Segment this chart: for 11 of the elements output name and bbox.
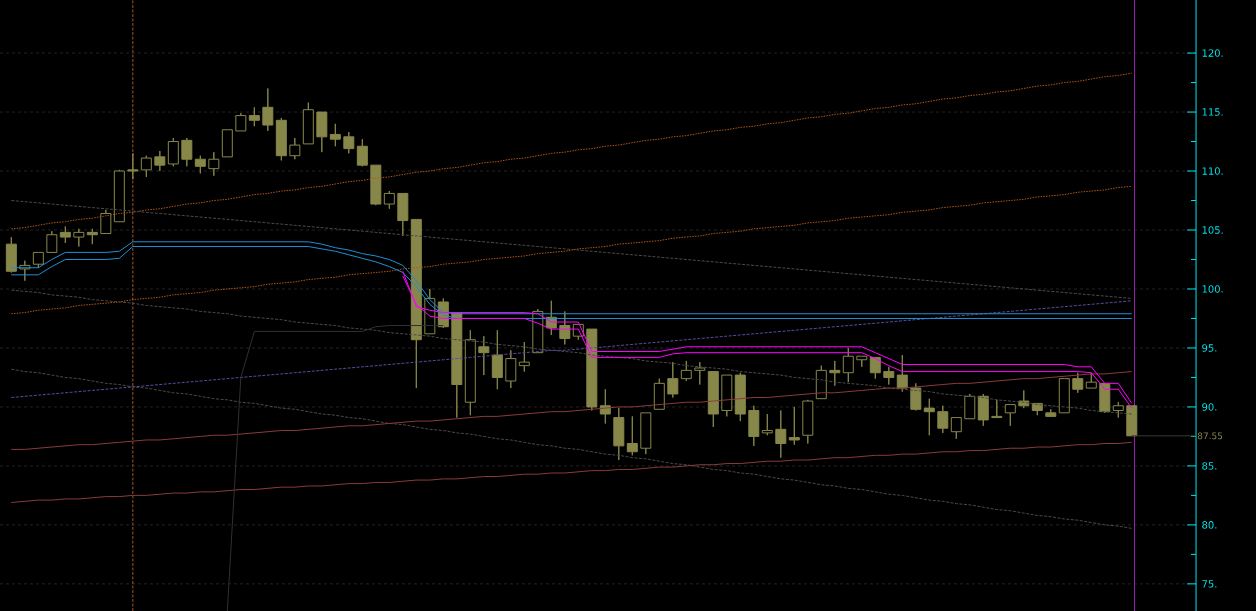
y-tick-label: 85.: [1202, 462, 1217, 470]
ref-line-label: 87.55: [1197, 432, 1223, 440]
y-tick-label: 105.: [1202, 226, 1223, 234]
y-tick-label: 100.: [1202, 285, 1223, 293]
y-tick-label: 110.: [1202, 167, 1223, 175]
y-tick-label: 75.: [1202, 580, 1217, 588]
y-tick-label: 95.: [1202, 344, 1217, 352]
y-tick-label: 120.: [1202, 49, 1223, 57]
y-tick-label: 80.: [1202, 521, 1217, 529]
y-tick-label: 90.: [1202, 403, 1217, 411]
y-tick-label: 115.: [1202, 108, 1223, 116]
